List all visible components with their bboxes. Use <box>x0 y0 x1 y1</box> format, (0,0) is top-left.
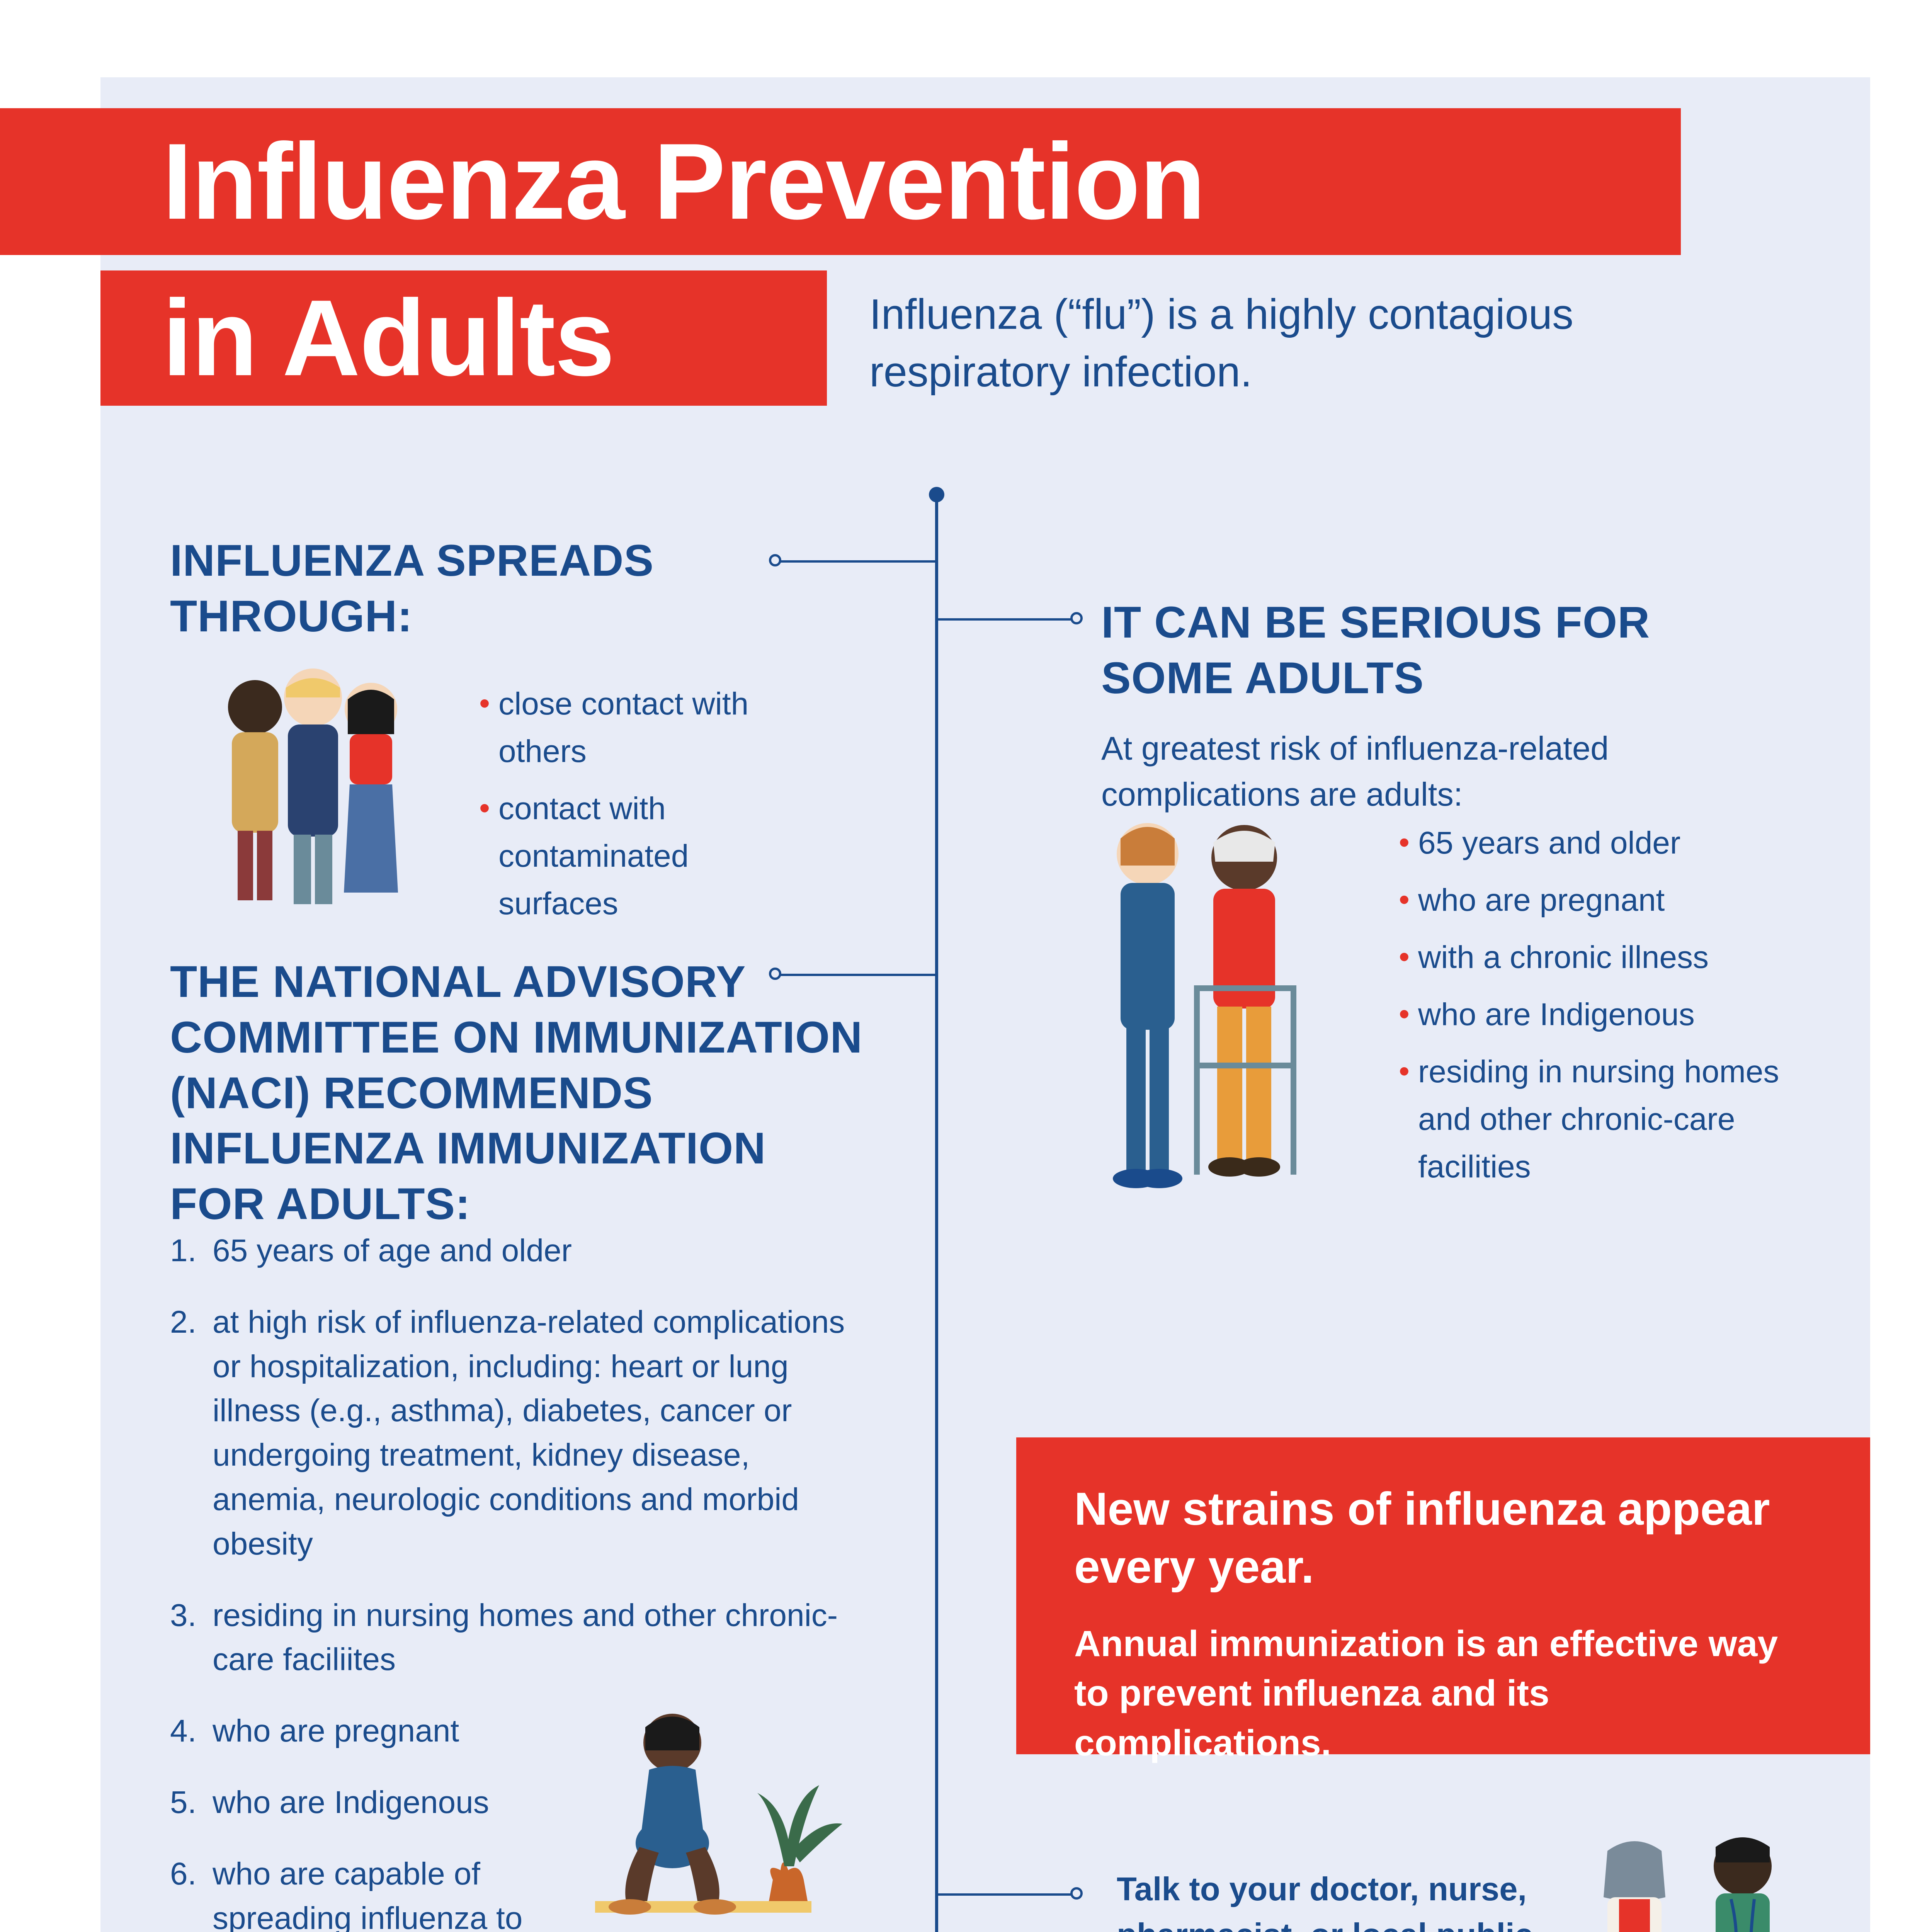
naci-item: who are capable of spreading influenza t… <box>170 1852 595 1932</box>
callout-big: New strains of influenza appear every ye… <box>1074 1480 1812 1596</box>
section-spreads: INFLUENZA SPREADS THROUGH: <box>170 533 765 645</box>
branch-serious <box>938 618 1073 621</box>
serious-item: who are Indigenous <box>1399 991 1816 1038</box>
nurse-elderly-icon <box>1051 804 1379 1209</box>
spreads-item: close contact with others <box>479 680 788 775</box>
branch-spreads <box>781 560 935 563</box>
serious-item: with a chronic illness <box>1399 934 1816 981</box>
doctor-nurse-icon <box>1557 1824 1835 1932</box>
spreads-list-wrap: close contact with others contact with c… <box>479 680 788 937</box>
subtitle-text: Influenza (“flu”) is a highly contagious… <box>869 286 1719 401</box>
branch-talk <box>938 1893 1073 1896</box>
section-serious: IT CAN BE SERIOUS FOR SOME ADULTS At gre… <box>1101 595 1789 818</box>
title-line-1: Influenza Prevention <box>162 120 1205 244</box>
branch-dot-spreads <box>769 554 781 566</box>
spreads-item: contact with contaminated surfaces <box>479 785 788 927</box>
naci-heading: THE NATIONAL ADVISORY COMMITTEE ON IMMUN… <box>170 954 866 1232</box>
serious-heading: IT CAN BE SERIOUS FOR SOME ADULTS <box>1101 595 1789 706</box>
person-squat-plant-icon <box>572 1700 881 1932</box>
title-bar-2: in Adults <box>100 270 827 406</box>
talk-text: Talk to your doctor, nurse, pharmacist, … <box>1117 1866 1565 1932</box>
naci-item: 65 years of age and older <box>170 1229 866 1273</box>
timeline-vertical <box>935 495 938 1932</box>
serious-item: 65 years and older <box>1399 819 1816 867</box>
serious-item: who are pregnant <box>1399 876 1816 924</box>
spreads-heading: INFLUENZA SPREADS THROUGH: <box>170 533 765 645</box>
callout-box: New strains of influenza appear every ye… <box>1016 1437 1870 1754</box>
naci-item: residing in nursing homes and other chro… <box>170 1594 866 1682</box>
timeline-dot-top <box>929 487 944 502</box>
title-bar-1: Influenza Prevention <box>0 108 1681 255</box>
branch-dot-talk <box>1070 1887 1083 1900</box>
serious-list-wrap: 65 years and older who are pregnant with… <box>1399 819 1816 1200</box>
spreads-list: close contact with others contact with c… <box>479 680 788 927</box>
naci-item: at high risk of influenza-related compli… <box>170 1300 866 1566</box>
title-line-2: in Adults <box>162 276 614 400</box>
branch-dot-serious <box>1070 612 1083 624</box>
callout-sub: Annual immunization is an effective way … <box>1074 1619 1812 1768</box>
section-naci: THE NATIONAL ADVISORY COMMITTEE ON IMMUN… <box>170 954 866 1232</box>
serious-list: 65 years and older who are pregnant with… <box>1399 819 1816 1190</box>
serious-item: residing in nursing homes and other chro… <box>1399 1048 1816 1190</box>
people-group-icon <box>178 661 448 912</box>
